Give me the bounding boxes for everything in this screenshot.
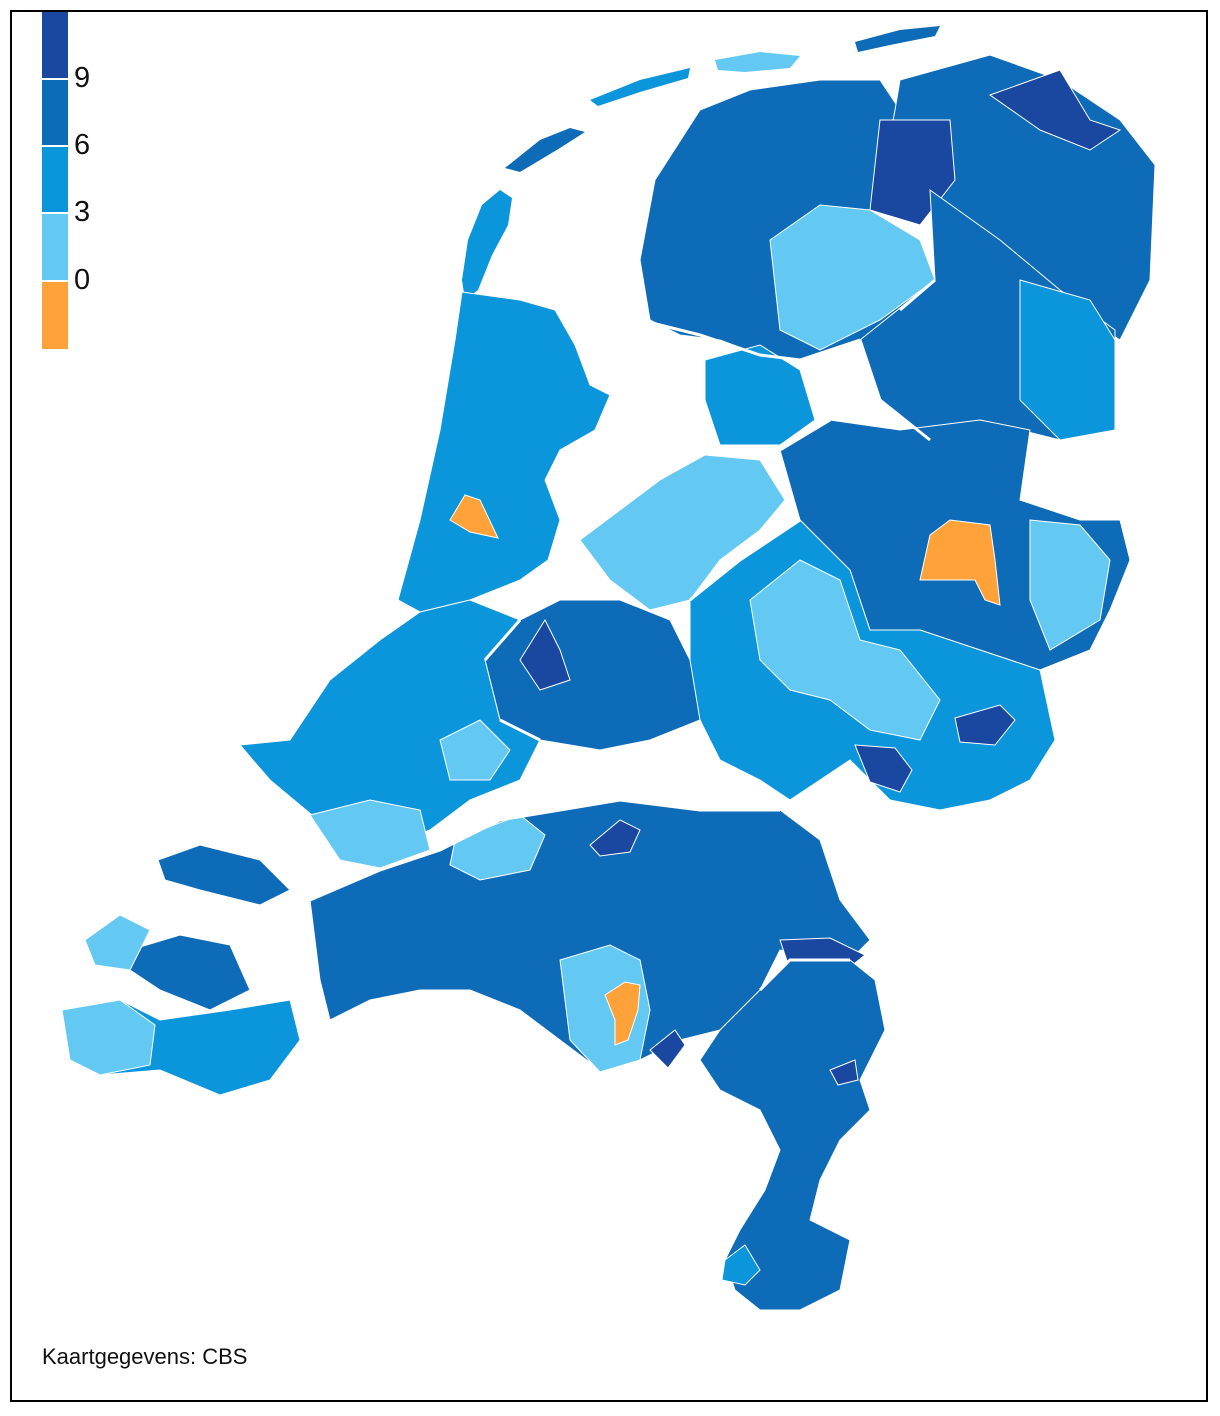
legend-label-0: 0	[74, 264, 91, 296]
region-zeeland-walcheren	[84, 914, 151, 971]
region-brabant-dark	[589, 819, 641, 857]
region-ameland	[715, 52, 800, 72]
legend-label-3: 3	[74, 196, 91, 228]
region-limburg-south	[721, 1244, 761, 1286]
region-texel	[462, 190, 512, 300]
region-south-holland-light-2	[439, 719, 511, 781]
region-limburg-dark	[649, 1029, 686, 1069]
region-vlieland	[505, 128, 585, 172]
region-zeeuws-vlaanderen-light	[61, 999, 156, 1076]
region-brabant-light	[449, 814, 546, 881]
source-credit: Kaartgegevens: CBS	[42, 1344, 248, 1369]
legend-swatch-below-0	[42, 282, 68, 349]
region-gelderland-dark-2	[854, 744, 913, 793]
region-terschelling	[590, 68, 690, 106]
region-zeeland-mid	[129, 934, 251, 1011]
legend: 9 6 3 0	[42, 12, 122, 352]
legend-label-9: 9	[74, 62, 91, 94]
legend-swatch-0-3	[42, 213, 68, 280]
region-zeeland-north	[157, 844, 291, 906]
region-schiermonnikoog	[855, 26, 940, 52]
region-drenthe-mid	[1019, 279, 1116, 441]
region-overijssel-light	[1029, 519, 1111, 651]
region-gelderland-light	[749, 559, 941, 741]
region-utrecht-dark	[519, 618, 571, 691]
province-boundaries	[309, 278, 936, 992]
region-overijssel-orange	[919, 519, 1001, 606]
legend-swatch-9plus	[42, 12, 68, 79]
region-north-holland	[397, 291, 611, 613]
region-flevoland-south	[579, 454, 786, 611]
region-south-holland-light	[309, 799, 431, 869]
region-gelderland-dark	[954, 704, 1016, 746]
legend-swatch-3-6	[42, 146, 68, 213]
legend-tick	[42, 145, 72, 147]
legend-label-6: 6	[74, 129, 91, 161]
legend-tick	[42, 280, 72, 282]
legend-tick	[42, 78, 72, 80]
legend-tick	[42, 212, 72, 214]
region-groningen-dark-2	[988, 69, 1122, 151]
legend-swatch-6-9	[42, 79, 68, 146]
region-limburg-dark-2	[829, 1059, 859, 1086]
region-flevoland-noordoost	[704, 344, 816, 446]
region-brabant-orange	[604, 981, 641, 1046]
region-limburg	[699, 959, 886, 1311]
region-nh-orange	[449, 494, 499, 539]
